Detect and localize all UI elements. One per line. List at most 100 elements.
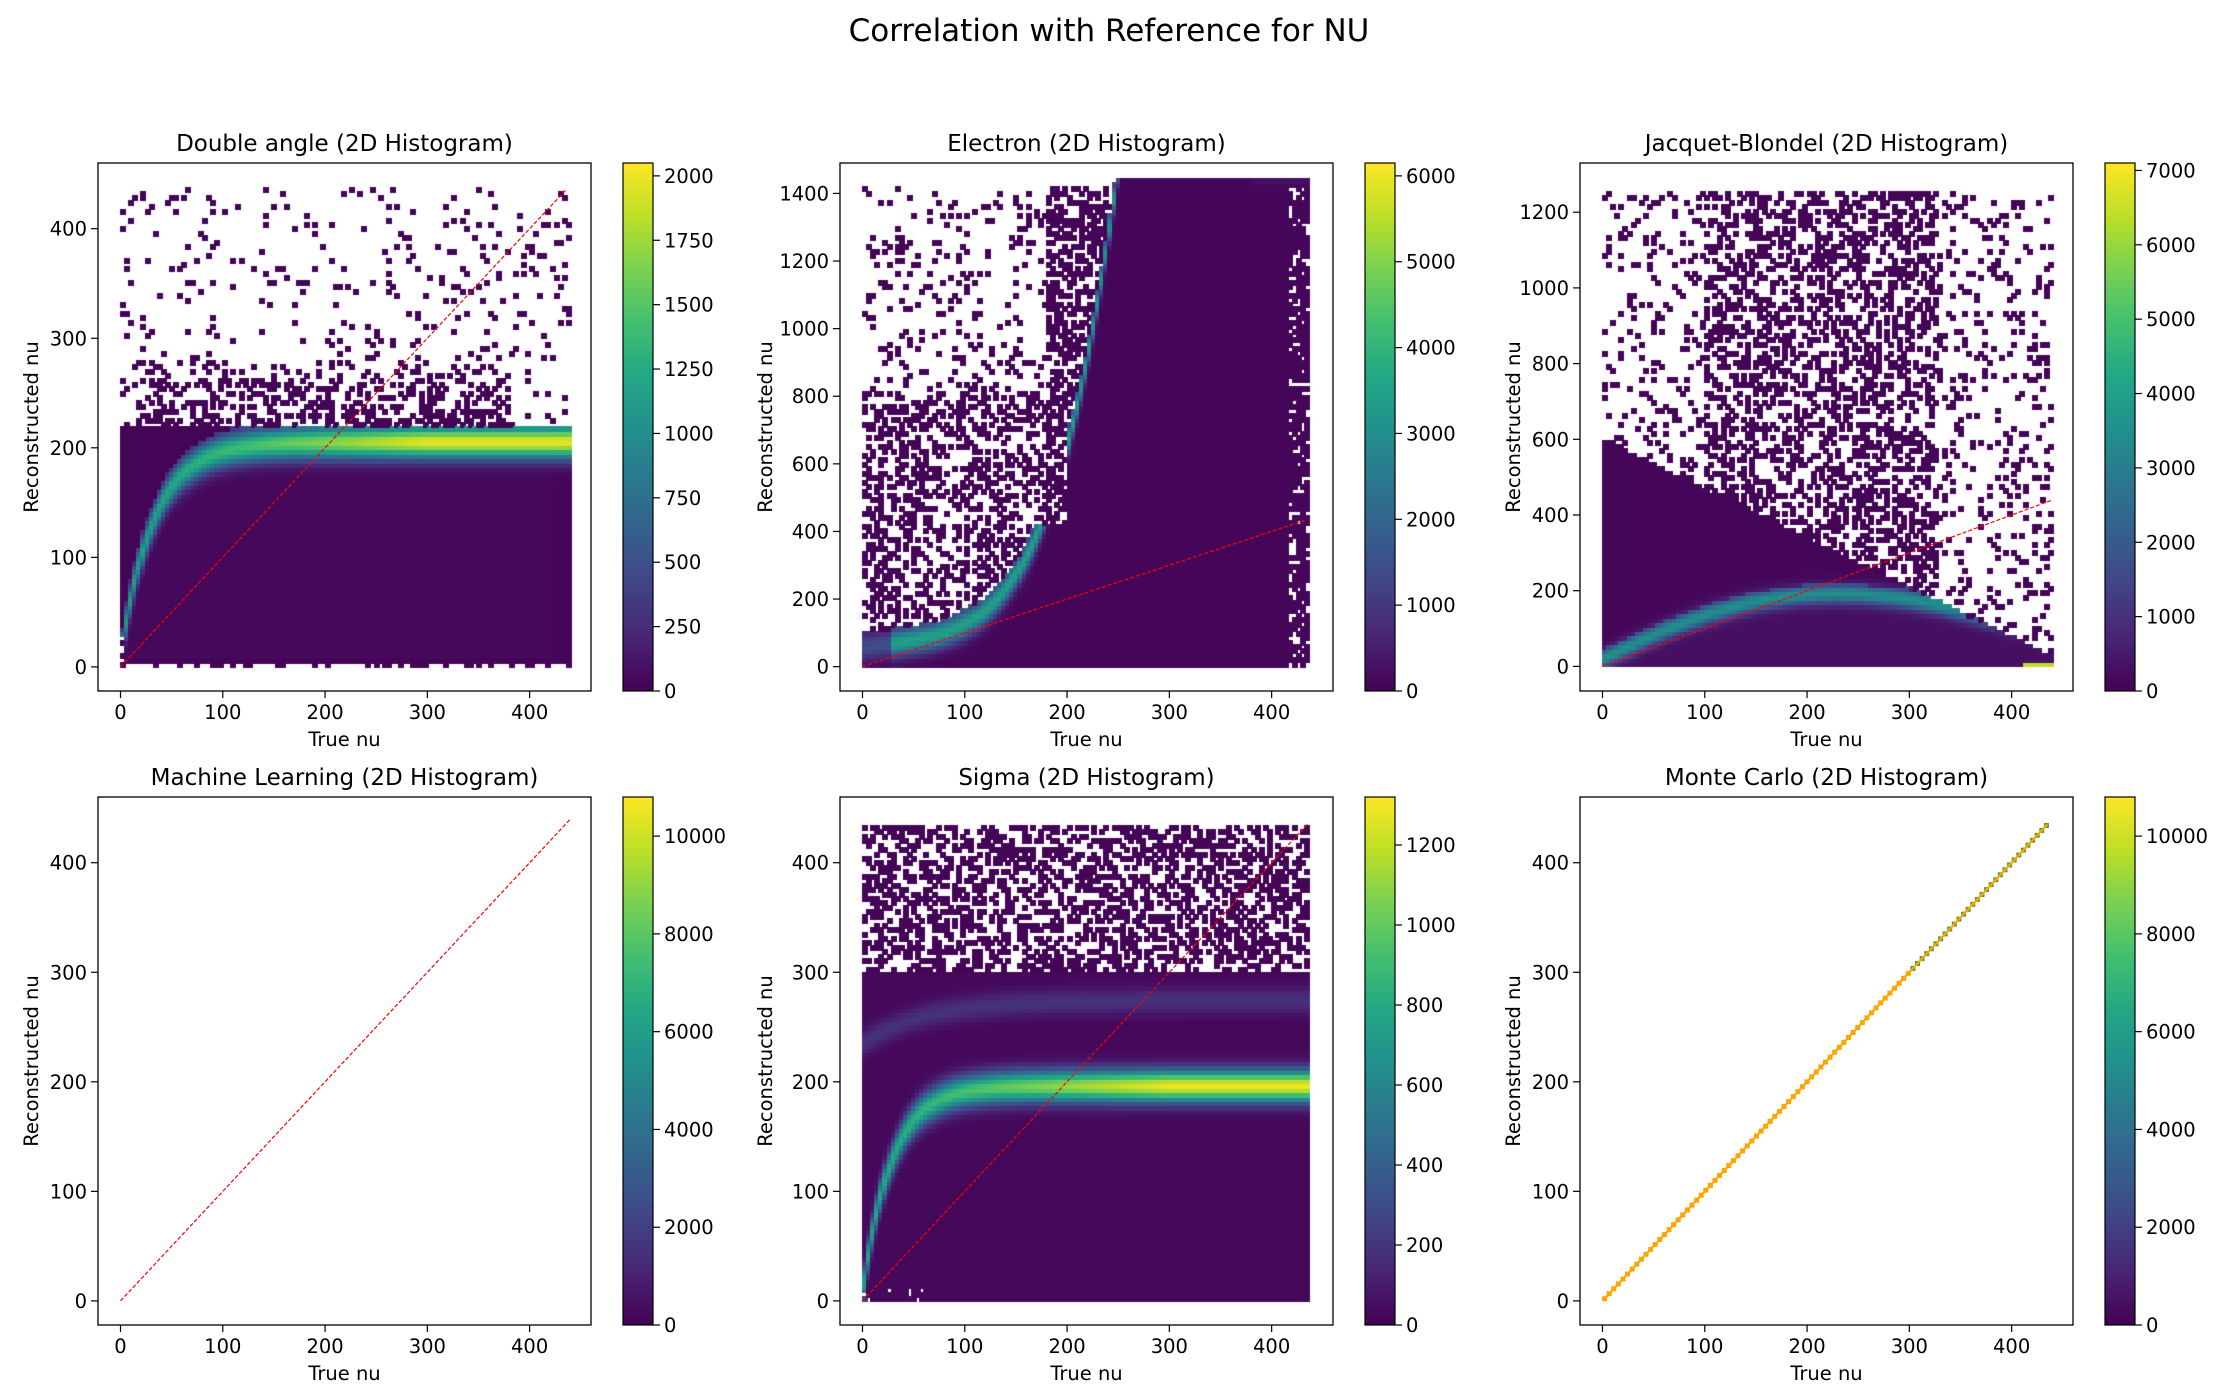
colorbar-tick-label: 0 — [1406, 1314, 1418, 1337]
colorbar-tick-label: 8000 — [2146, 923, 2196, 946]
colorbar-tick-label: 10000 — [2146, 825, 2208, 848]
reference-line — [1602, 499, 2053, 667]
y-tick-label: 200 — [1532, 580, 1569, 603]
x-tick-label: 300 — [1151, 701, 1188, 724]
colorbar-gradient — [622, 162, 654, 692]
y-tick-label: 300 — [50, 961, 87, 984]
x-tick-label: 100 — [946, 701, 983, 724]
y-tick-label: 200 — [792, 1071, 829, 1094]
y-tick-label: 100 — [50, 1180, 87, 1203]
x-axis-label: True nu — [307, 728, 380, 751]
colorbar-tick-label: 3000 — [1406, 422, 1456, 445]
colorbar-tick-label: 4000 — [1406, 337, 1456, 360]
y-tick-label: 400 — [792, 520, 829, 543]
panel-sigma: Sigma (2D Histogram) 0 100 200 300 400 0 100 200… — [754, 765, 1456, 1385]
y-axis-label: Reconstructed nu — [1502, 341, 1525, 513]
colorbar-tick-label: 8000 — [664, 923, 714, 946]
x-tick-label: 400 — [1253, 701, 1290, 724]
x-tick-label: 300 — [1891, 1335, 1928, 1358]
colorbar-tick-label: 10000 — [664, 825, 726, 848]
x-tick-label: 200 — [1788, 701, 1825, 724]
panel-title: Electron (2D Histogram) — [947, 131, 1226, 157]
y-tick-label: 400 — [1532, 504, 1569, 527]
y-tick-label: 400 — [1532, 852, 1569, 875]
y-tick-label: 300 — [1532, 961, 1569, 984]
panel-jacquet-blondel: Jacquet-Blondel (2D Histogram) 0 100 200 300… — [1502, 131, 2196, 751]
colorbar-gradient — [622, 796, 654, 1326]
colorbar-tick-label: 2000 — [2146, 1216, 2196, 1239]
plot-frame — [839, 796, 1334, 1326]
x-axis-label: True nu — [1789, 1362, 1862, 1385]
colorbar-tick-label: 2000 — [664, 1216, 714, 1239]
y-tick-label: 1200 — [779, 250, 829, 273]
panel-electron: Electron (2D Histogram)0 100 200 300 4000200… — [754, 131, 1456, 751]
y-tick-label: 400 — [50, 218, 87, 241]
y-tick-label: 0 — [1557, 655, 1569, 678]
x-tick-label: 0 — [1596, 1335, 1608, 1358]
y-tick-label: 300 — [50, 327, 87, 350]
reference-line — [120, 818, 571, 1302]
y-tick-label: 200 — [1532, 1071, 1569, 1094]
panel-title: Double angle (2D Histogram) — [176, 131, 513, 157]
colorbar: 0 2000 4000 6000 8000 10000 — [622, 796, 726, 1337]
colorbar-tick-label: 1000 — [664, 422, 714, 445]
colorbar-tick-label: 0 — [2146, 680, 2158, 703]
x-tick-label: 100 — [946, 1335, 983, 1358]
colorbar-tick-label: 1750 — [664, 229, 714, 252]
plot-frame — [97, 796, 592, 1326]
colorbar-tick-label: 4000 — [664, 1118, 714, 1141]
colorbar: 0 1000 2000 3000 4000 5000 6000 — [1364, 162, 1456, 703]
x-tick-label: 300 — [409, 1335, 446, 1358]
colorbar-tick-label: 2000 — [2146, 531, 2196, 554]
x-tick-label: 0 — [114, 701, 126, 724]
figure-title: Correlation with Reference for NU — [849, 13, 1370, 49]
x-tick-label: 100 — [1686, 701, 1723, 724]
x-tick-label: 200 — [306, 1335, 343, 1358]
colorbar-gradient — [1364, 796, 1396, 1326]
colorbar-tick-label: 2000 — [1406, 508, 1456, 531]
x-tick-label: 400 — [1993, 701, 2030, 724]
colorbar-gradient — [2104, 796, 2136, 1326]
colorbar-tick-label: 6000 — [2146, 234, 2196, 257]
heatmap-bins — [1580, 163, 2073, 691]
y-tick-label: 0 — [817, 656, 829, 679]
y-tick-label: 600 — [1532, 428, 1569, 451]
x-tick-label: 300 — [409, 701, 446, 724]
x-tick-label: 100 — [204, 1335, 241, 1358]
colorbar-tick-label: 1200 — [1406, 834, 1456, 857]
colorbar-tick-label: 4000 — [2146, 383, 2196, 406]
colorbar-tick-label: 200 — [1406, 1234, 1443, 1257]
colorbar-gradient — [2104, 162, 2136, 692]
colorbar-tick-label: 800 — [1406, 994, 1443, 1017]
y-tick-label: 0 — [1557, 1290, 1569, 1313]
reference-line — [1603, 823, 2049, 1300]
y-axis-label: Reconstructed nu — [1502, 975, 1525, 1147]
colorbar-tick-label: 600 — [1406, 1074, 1443, 1097]
x-tick-label: 200 — [306, 701, 343, 724]
y-tick-label: 0 — [817, 1290, 829, 1313]
colorbar-tick-label: 1000 — [1406, 594, 1456, 617]
x-tick-label: 0 — [114, 1335, 126, 1358]
x-tick-label: 300 — [1151, 1335, 1188, 1358]
x-tick-label: 0 — [1596, 701, 1608, 724]
colorbar-tick-label: 1250 — [664, 358, 714, 381]
y-axis-label: Reconstructed nu — [754, 975, 777, 1147]
x-tick-label: 200 — [1048, 1335, 1085, 1358]
panels: Double angle (2D Histogram) 0 100 200 300 400… — [20, 131, 2208, 1385]
plot-frame — [839, 162, 1334, 692]
y-axis-label: Reconstructed nu — [754, 341, 777, 513]
colorbar-tick-label: 6000 — [1406, 165, 1456, 188]
y-tick-label: 1200 — [1519, 201, 1569, 224]
panel-double-angle: Double angle (2D Histogram) 0 100 200 300 400… — [20, 131, 714, 751]
y-tick-label: 400 — [50, 852, 87, 875]
x-tick-label: 0 — [856, 701, 868, 724]
colorbar-tick-label: 6000 — [664, 1021, 714, 1044]
x-tick-label: 400 — [1993, 1335, 2030, 1358]
x-axis-label: True nu — [307, 1362, 380, 1385]
x-tick-label: 0 — [856, 1335, 868, 1358]
reference-line — [862, 823, 1308, 1302]
y-tick-label: 400 — [792, 852, 829, 875]
y-tick-label: 200 — [50, 437, 87, 460]
x-tick-label: 400 — [1253, 1335, 1290, 1358]
colorbar-tick-label: 1500 — [664, 294, 714, 317]
